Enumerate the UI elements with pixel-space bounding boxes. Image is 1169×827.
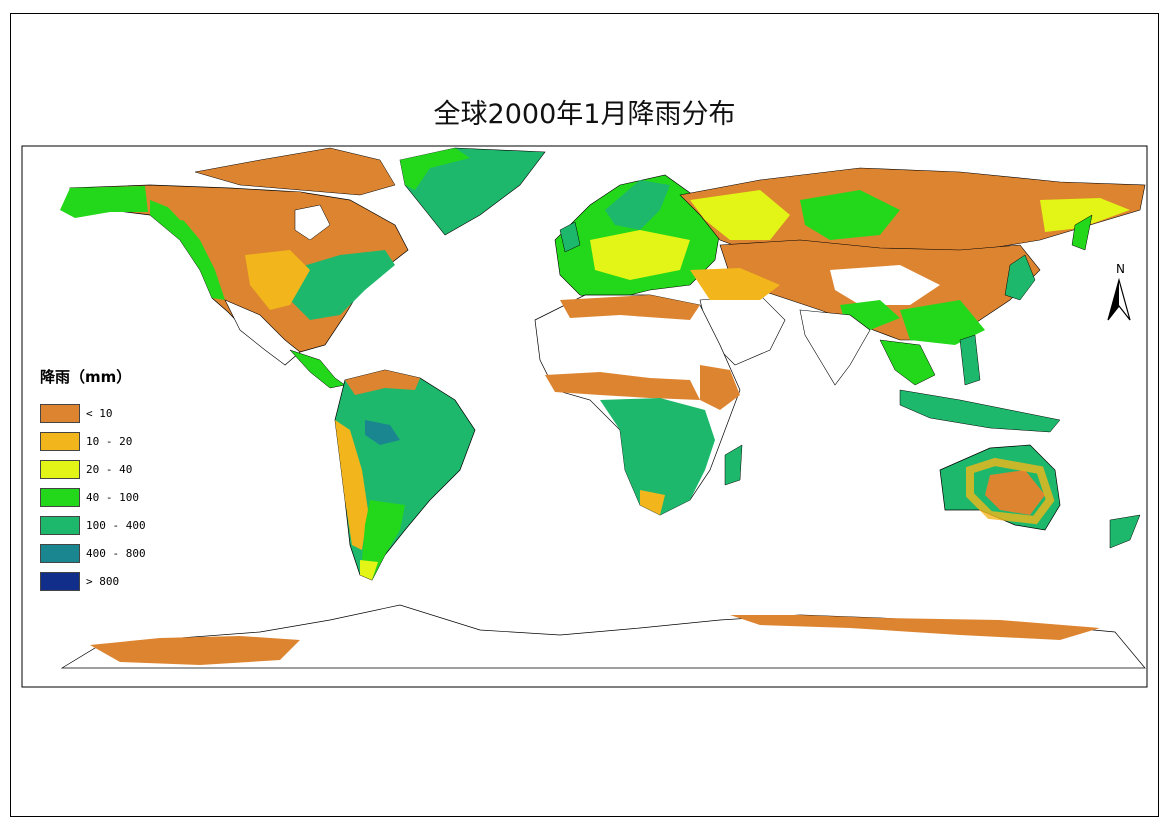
map-neatline bbox=[21, 145, 1148, 688]
legend-label: < 10 bbox=[86, 406, 113, 420]
russia-west bbox=[690, 190, 790, 240]
japan bbox=[1004, 254, 1036, 301]
north-label: N bbox=[1116, 262, 1125, 276]
sa-amazon-wet bbox=[365, 420, 400, 445]
china-south bbox=[900, 300, 985, 345]
central-america bbox=[289, 349, 346, 389]
na-east bbox=[290, 250, 395, 320]
australia-ring bbox=[966, 457, 1055, 525]
legend-swatch bbox=[40, 543, 80, 563]
sa-andes bbox=[335, 420, 368, 550]
legend-item: 10 - 20 bbox=[40, 427, 146, 455]
legend-swatch bbox=[40, 515, 80, 535]
madagascar bbox=[724, 444, 743, 486]
arctic-islands bbox=[194, 147, 396, 196]
russia-siberia bbox=[800, 190, 900, 240]
uk-isles bbox=[559, 221, 581, 253]
legend-label: 400 - 800 bbox=[86, 546, 146, 560]
philippines bbox=[959, 334, 981, 386]
china-desert bbox=[830, 265, 940, 305]
legend-title: 降雨（mm） bbox=[40, 368, 132, 386]
new-zealand bbox=[1109, 514, 1141, 549]
legend-label: 40 - 100 bbox=[86, 490, 139, 504]
legend-label: 100 - 400 bbox=[86, 518, 146, 532]
antarctica-peninsula bbox=[90, 636, 300, 665]
africa-central bbox=[600, 398, 715, 515]
se-asia bbox=[879, 339, 936, 386]
australia-interior bbox=[985, 470, 1045, 515]
legend-item: > 800 bbox=[40, 567, 146, 595]
na-central bbox=[245, 250, 310, 310]
legend-swatch bbox=[40, 403, 80, 423]
kamchatka bbox=[1071, 214, 1093, 251]
legend-swatch bbox=[40, 459, 80, 479]
africa-south-tip bbox=[640, 490, 665, 515]
legend-label: 10 - 20 bbox=[86, 434, 133, 448]
na-mexico bbox=[224, 299, 301, 366]
antarctica-east bbox=[730, 615, 1100, 640]
legend-swatch bbox=[40, 571, 80, 591]
legend-label: > 800 bbox=[86, 574, 120, 588]
map-title: 全球2000年1月降雨分布 bbox=[433, 99, 736, 130]
legend-label: 20 - 40 bbox=[86, 462, 133, 476]
europe-central bbox=[590, 230, 690, 280]
greenland-rim bbox=[400, 148, 470, 190]
sa-patagonia bbox=[360, 560, 378, 580]
legend-item: < 10 bbox=[40, 399, 146, 427]
india bbox=[799, 309, 871, 386]
indonesia bbox=[899, 389, 1061, 433]
africa-sahel bbox=[545, 372, 700, 400]
sa-south bbox=[362, 500, 405, 580]
map-legend: 降雨（mm） < 10 10 - 20 20 - 40 40 - 100 100… bbox=[40, 366, 146, 595]
na-alaska bbox=[60, 186, 148, 218]
legend-item: 100 - 400 bbox=[40, 511, 146, 539]
legend-item: 20 - 40 bbox=[40, 455, 146, 483]
africa-east bbox=[700, 365, 740, 410]
legend-swatch bbox=[40, 487, 80, 507]
middle-east bbox=[690, 268, 780, 300]
legend-item: 400 - 800 bbox=[40, 539, 146, 567]
greenland bbox=[399, 147, 546, 236]
russia-east bbox=[1040, 198, 1130, 232]
africa-north-coast bbox=[560, 295, 700, 320]
legend-swatch bbox=[40, 431, 80, 451]
sa-north-coast bbox=[345, 370, 420, 395]
na-west-coast bbox=[150, 200, 225, 300]
legend-item: 40 - 100 bbox=[40, 483, 146, 511]
north-arrow-icon bbox=[1107, 277, 1131, 321]
scandinavia bbox=[605, 180, 670, 230]
na-hudson bbox=[294, 204, 331, 241]
